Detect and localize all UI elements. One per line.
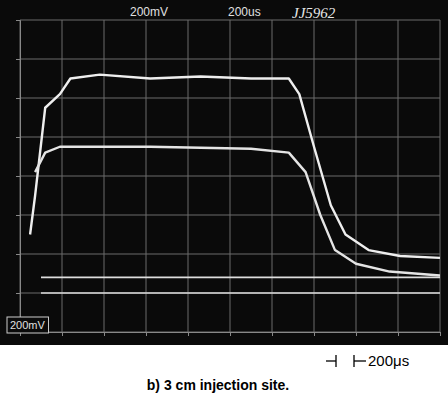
tick [440, 332, 441, 336]
grid [20, 20, 440, 332]
tick-mark [188, 332, 189, 336]
grid-line [20, 215, 440, 216]
caption: b) 3 cm injection site. [147, 377, 289, 393]
scale-tick [335, 355, 336, 367]
tick-mark [356, 332, 357, 336]
tick [314, 332, 315, 336]
tick-mark [16, 215, 20, 216]
tick [16, 137, 20, 138]
tick-mark [272, 332, 273, 336]
scale-arrow [326, 360, 336, 361]
tick [16, 20, 20, 21]
trace [41, 292, 440, 294]
tick [16, 215, 20, 216]
grid-line [20, 137, 440, 138]
annotation: 200us [228, 5, 261, 19]
tick [398, 332, 399, 336]
trace [30, 75, 440, 258]
scale-arrow [354, 360, 366, 361]
scale-label: 200μs [368, 352, 409, 369]
tick [188, 332, 189, 336]
tick-mark [16, 20, 20, 21]
tick [230, 332, 231, 336]
chart: 200mV 200us JJ5962 200mV 200μs b) 3 cm inject… [0, 0, 448, 400]
tick-mark [230, 332, 231, 336]
tick-mark [104, 332, 105, 336]
tick [104, 332, 105, 336]
tick [16, 254, 20, 255]
grid-line [20, 20, 440, 21]
grid-line [20, 59, 440, 60]
traces [30, 75, 440, 293]
tick-mark [16, 137, 20, 138]
tick-mark [16, 254, 20, 255]
screen [0, 0, 448, 345]
tick-mark [314, 332, 315, 336]
tick [16, 98, 20, 99]
tick-mark [16, 293, 20, 294]
annotation: JJ5962 [292, 5, 336, 21]
tick [16, 59, 20, 60]
tick [16, 176, 20, 177]
tick [146, 332, 147, 336]
tick-mark [440, 332, 441, 336]
tick-mark [146, 332, 147, 336]
trace [35, 147, 440, 276]
annotation: 200mV [10, 319, 46, 331]
scale-bar: 200μs [326, 352, 409, 369]
y-axis [16, 21, 21, 333]
tick [62, 332, 63, 336]
grid-line [20, 254, 440, 255]
axis-line [16, 21, 21, 333]
tick-mark [16, 176, 20, 177]
tick-mark [62, 332, 63, 336]
tick [272, 332, 273, 336]
annotation-box [7, 317, 49, 333]
trace [41, 277, 440, 279]
tick [356, 332, 357, 336]
annotation: 200mV [130, 5, 168, 19]
tick [16, 293, 20, 294]
x-axis [21, 332, 441, 336]
tick-mark [16, 98, 20, 99]
grid-line [20, 176, 440, 177]
grid-line [20, 293, 440, 294]
tick-mark [16, 59, 20, 60]
grid-line [20, 98, 440, 99]
tick-mark [398, 332, 399, 336]
axis-line [21, 333, 441, 337]
